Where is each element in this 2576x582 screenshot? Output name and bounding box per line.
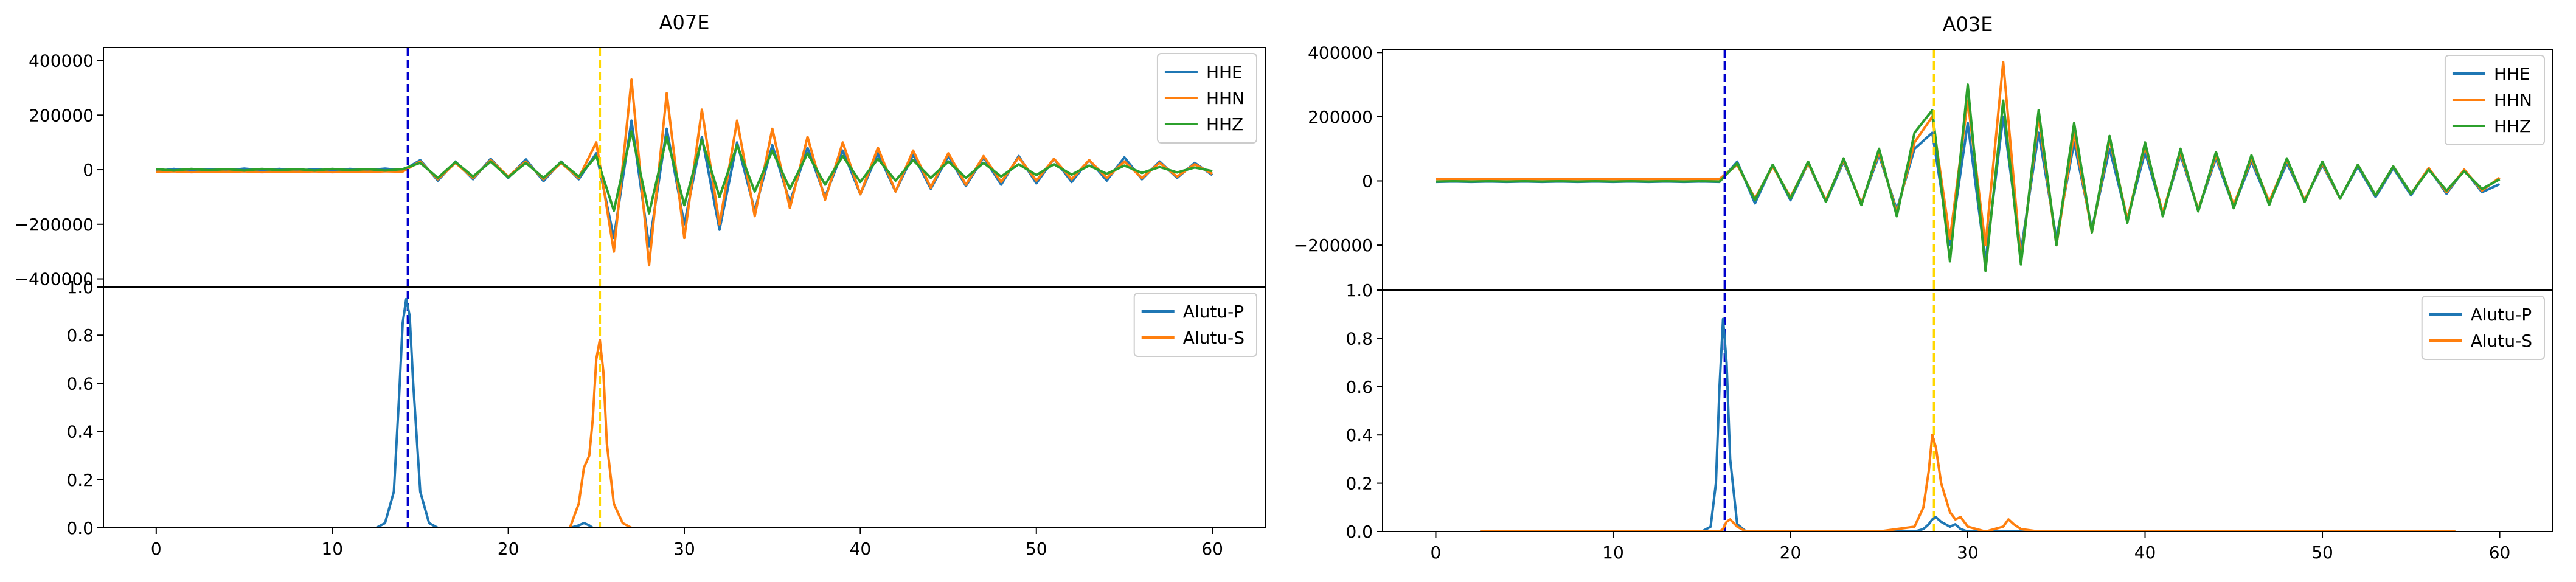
y-tick-label: 0.0 <box>66 518 94 538</box>
y-tick-label: 400000 <box>1308 43 1373 63</box>
x-tick-label: 20 <box>498 539 519 559</box>
x-tick-label: 50 <box>2311 542 2333 563</box>
legend-label: HHE <box>1206 62 1243 82</box>
y-tick-label: 0 <box>1362 171 1373 191</box>
legend-label: HHE <box>2494 64 2530 84</box>
y-tick-label: 0.2 <box>66 470 94 490</box>
legend: Alutu-P Alutu-S <box>1133 293 1257 357</box>
legend-label: Alutu-S <box>2471 331 2532 351</box>
x-tick-label: 0 <box>1431 542 1442 563</box>
legend: HHE HHN HHZ <box>1156 53 1257 144</box>
axes-frame <box>1382 289 2553 532</box>
y-tick-label: 0.4 <box>1345 425 1373 445</box>
y-tick-label: 0.8 <box>1345 328 1373 348</box>
series-line <box>156 130 1213 215</box>
series-line <box>1480 317 2456 532</box>
y-tick-label: 0.0 <box>1345 522 1373 542</box>
x-tick-label: 10 <box>321 539 343 559</box>
legend-box <box>1156 53 1257 144</box>
y-tick-label: 200000 <box>1308 107 1373 127</box>
x-tick-label: 30 <box>673 539 695 559</box>
legend-label: Alutu-P <box>2471 305 2532 325</box>
legend-box <box>1133 293 1257 357</box>
y-tick-label: 0.2 <box>1345 474 1373 494</box>
y-tick-label: 0.6 <box>1345 377 1373 397</box>
legend-label: Alutu-P <box>1183 302 1244 322</box>
x-tick-label: 60 <box>1201 539 1223 559</box>
y-tick-label: −400000 <box>15 269 94 289</box>
y-tick-label: 0.4 <box>66 422 94 442</box>
y-tick-label: 0.8 <box>66 325 94 345</box>
y-tick-label: −200000 <box>1294 235 1373 255</box>
series-line <box>1436 83 2501 272</box>
chart-title: A07E <box>659 11 710 34</box>
series-line <box>156 119 1213 248</box>
x-tick-label: 50 <box>1026 539 1047 559</box>
y-tick-label: 1.0 <box>1345 280 1373 300</box>
series-line <box>1480 434 2456 532</box>
series-line <box>156 78 1213 267</box>
legend-label: HHZ <box>1206 114 1243 134</box>
chart-title: A03E <box>1943 13 1993 36</box>
x-tick-label: 10 <box>1602 542 1624 563</box>
x-tick-label: 30 <box>1957 542 1979 563</box>
legend-label: HHN <box>1206 88 1245 108</box>
y-tick-label: 0 <box>83 160 94 180</box>
x-tick-label: 20 <box>1780 542 1802 563</box>
x-tick-label: 40 <box>2134 542 2156 563</box>
legend-box <box>2444 55 2545 145</box>
legend-box <box>2421 296 2545 360</box>
y-tick-label: −200000 <box>15 215 94 235</box>
legend: HHE HHN HHZ <box>2444 55 2545 145</box>
legend: Alutu-P Alutu-S <box>2421 296 2545 360</box>
y-tick-label: 0.6 <box>66 373 94 393</box>
legend-label: HHZ <box>2494 116 2531 136</box>
legend-label: HHN <box>2494 90 2532 110</box>
x-tick-label: 40 <box>850 539 872 559</box>
y-tick-label: 400000 <box>29 51 94 71</box>
y-tick-label: 1.0 <box>66 277 94 297</box>
y-tick-label: 200000 <box>29 105 94 125</box>
axes-frame <box>103 286 1266 528</box>
series-line <box>200 339 1168 528</box>
x-tick-label: 0 <box>151 539 162 559</box>
series-line <box>200 297 1168 528</box>
legend-label: Alutu-S <box>1183 328 1245 348</box>
series-line <box>1436 115 2501 263</box>
x-tick-label: 60 <box>2489 542 2511 563</box>
